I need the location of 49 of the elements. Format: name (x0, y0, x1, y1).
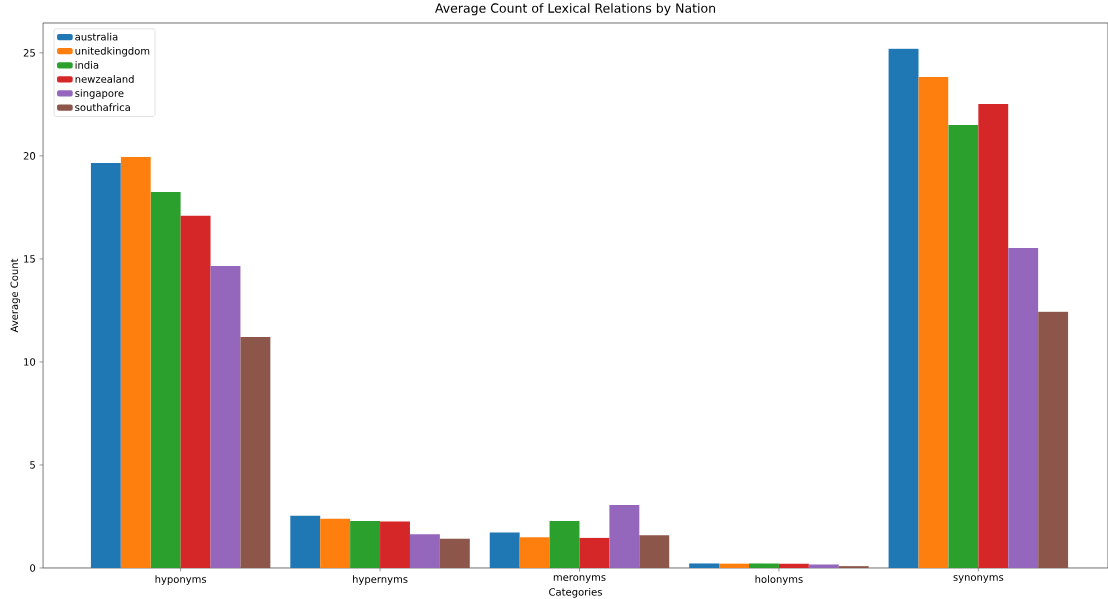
bar (778, 563, 809, 568)
bar (1008, 247, 1039, 568)
legend-label: newzealand (75, 75, 134, 83)
bar (609, 504, 640, 568)
bar (888, 48, 919, 568)
y-tick-label: 25 (23, 49, 35, 57)
bar (150, 191, 181, 568)
bar (489, 532, 520, 568)
bar (380, 521, 410, 568)
bar (1038, 311, 1069, 568)
bar (978, 103, 1009, 568)
y-tick-label: 10 (24, 358, 36, 366)
y-tick-label: 20 (23, 152, 36, 160)
x-axis-title: Categories (549, 587, 602, 598)
bar (90, 162, 121, 568)
legend-label: southafrica (75, 103, 130, 112)
bar (180, 215, 211, 568)
bar (519, 537, 550, 568)
legend-label: india (75, 61, 99, 69)
bar (120, 156, 151, 568)
legend-label: singapore (75, 89, 124, 99)
y-tick-label: 5 (30, 461, 35, 469)
bar (350, 521, 381, 568)
bar (320, 518, 351, 568)
bar (639, 535, 670, 568)
bar (439, 538, 470, 568)
bar (948, 124, 979, 568)
bar (240, 337, 271, 568)
x-tick-label: hypernyms (353, 575, 408, 585)
bar (748, 563, 779, 568)
bar (808, 564, 839, 568)
bar (689, 563, 720, 568)
bar (409, 534, 440, 568)
legend-label: unitedkingdom (75, 46, 150, 57)
y-axis-title: Average Count (10, 258, 20, 333)
y-tick-label: 0 (30, 564, 36, 572)
x-tick-label: hyponyms (155, 575, 207, 585)
legend-label: australia (75, 32, 118, 41)
bar (210, 265, 241, 568)
bar (719, 563, 749, 568)
x-tick-label: holonyms (755, 575, 803, 585)
bar (290, 515, 321, 568)
y-tick-label: 15 (24, 255, 35, 263)
chart-title: Average Count of Lexical Relations by Nation (435, 3, 715, 16)
bar (579, 537, 610, 568)
x-tick-label: meronyms (553, 575, 606, 583)
x-tick-label: synonyms (953, 575, 1004, 583)
bar (549, 521, 580, 568)
bar (918, 76, 949, 568)
